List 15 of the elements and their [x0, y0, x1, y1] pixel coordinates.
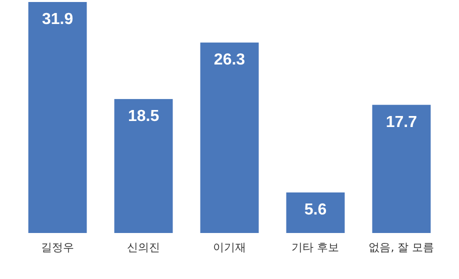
data-label: 26.3: [214, 52, 246, 69]
x-tick-label: 없음, 잘 모름: [368, 241, 434, 254]
x-tick-label: 길정우: [41, 241, 74, 254]
bar: [114, 99, 173, 233]
x-tick-label: 신의진: [127, 241, 160, 254]
data-label: 5.6: [304, 201, 327, 218]
data-label: 18.5: [128, 108, 160, 126]
data-label: 31.9: [42, 11, 74, 28]
bar: [200, 42, 259, 233]
x-tick-label: 이기재: [213, 241, 246, 254]
x-tick-label: 기타 후보: [292, 241, 340, 254]
bar: [286, 192, 345, 233]
data-label: 17.7: [386, 114, 418, 131]
bar: [372, 104, 431, 233]
bar: [28, 2, 87, 233]
